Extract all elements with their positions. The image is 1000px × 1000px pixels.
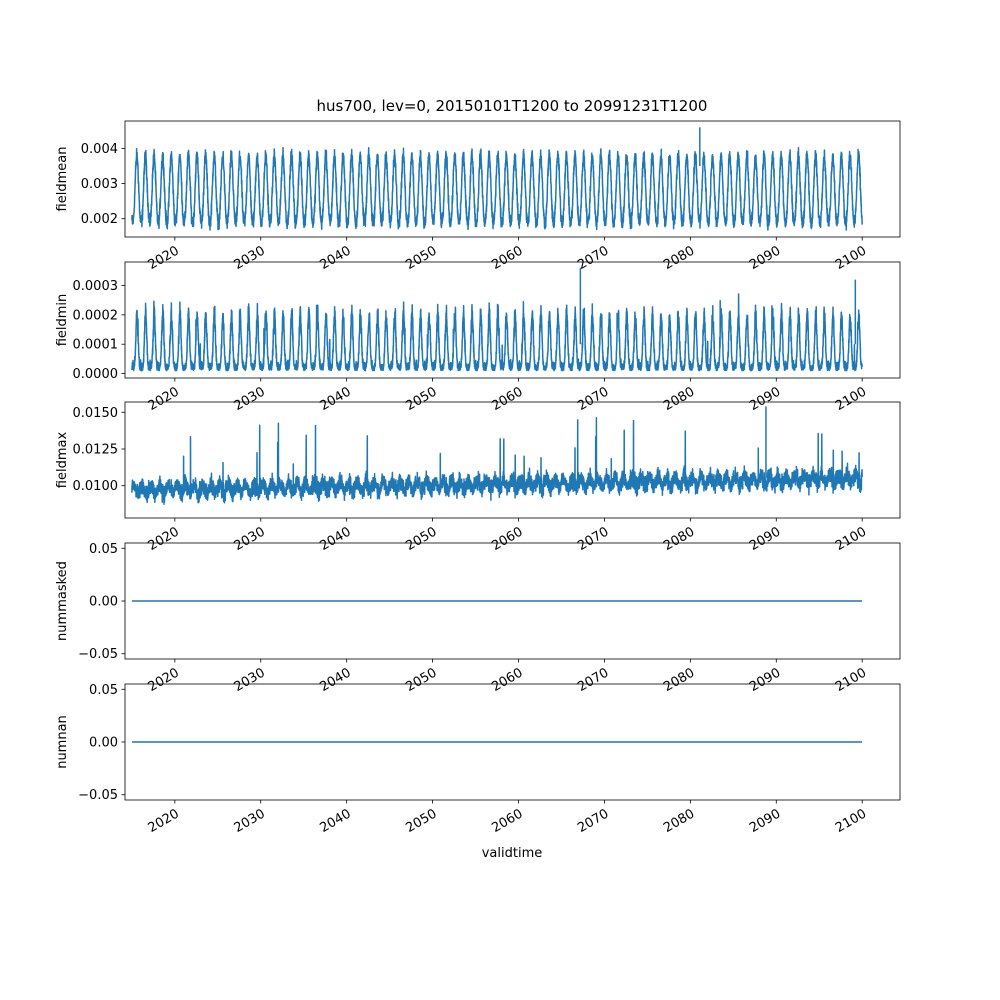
y-tick-label: 0.0100 xyxy=(73,479,119,494)
series-line-fieldmin xyxy=(131,293,863,372)
y-tick-label: 0.05 xyxy=(89,683,118,698)
y-tick-label: 0.003 xyxy=(81,177,118,192)
y-axis-label: fieldmax xyxy=(55,432,70,489)
y-tick-label: 0.002 xyxy=(81,212,118,227)
y-axis-label: fieldmin xyxy=(55,294,70,347)
y-tick-label: 0.05 xyxy=(89,542,118,557)
y-tick-label: 0.00 xyxy=(89,736,118,751)
y-tick-label: −0.05 xyxy=(78,788,118,803)
axes-frame-fieldmin xyxy=(124,261,901,379)
series-line-fieldmax xyxy=(131,417,863,505)
y-tick-label: 0.004 xyxy=(81,142,118,157)
y-tick-label: 0.00 xyxy=(89,595,118,610)
y-tick-label: 0.0002 xyxy=(73,308,119,323)
x-axis-label: validtime xyxy=(482,846,543,861)
y-tick-label: −0.05 xyxy=(78,647,118,662)
y-axis-label: fieldmean xyxy=(55,147,70,212)
y-axis-label: nummasked xyxy=(55,561,70,641)
y-tick-label: 0.0003 xyxy=(73,279,119,294)
y-tick-label: 0.0000 xyxy=(73,367,119,382)
axes-frame-fieldmax xyxy=(124,401,901,519)
axes-frame-fieldmean xyxy=(124,120,901,238)
y-tick-label: 0.0001 xyxy=(73,338,119,353)
y-axis-label: numnan xyxy=(55,715,70,769)
y-tick-label: 0.0150 xyxy=(73,406,119,421)
chart-title: hus700, lev=0, 20150101T1200 to 20991231… xyxy=(317,97,708,115)
series-line-fieldmean xyxy=(131,146,863,231)
y-tick-label: 0.0125 xyxy=(73,442,119,457)
